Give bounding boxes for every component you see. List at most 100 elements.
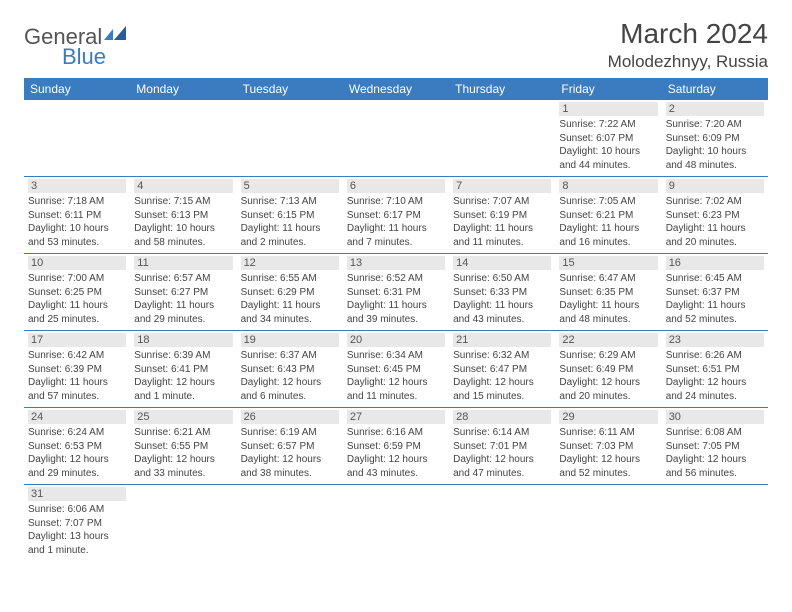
- day-cell: 28 Sunrise: 6:14 AMSunset: 7:01 PMDayligh…: [449, 408, 555, 484]
- day-details: Sunrise: 7:13 AMSunset: 6:15 PMDaylight:…: [241, 195, 339, 249]
- day-details: Sunrise: 7:02 AMSunset: 6:23 PMDaylight:…: [666, 195, 764, 249]
- day-number: 30: [666, 410, 764, 424]
- day-cell: 16 Sunrise: 6:45 AMSunset: 6:37 PMDayligh…: [662, 254, 768, 330]
- day-number: 12: [241, 256, 339, 270]
- day-details: Sunrise: 6:34 AMSunset: 6:45 PMDaylight:…: [347, 349, 445, 403]
- week-row: 10 Sunrise: 7:00 AMSunset: 6:25 PMDayligh…: [24, 254, 768, 331]
- day-details: Sunrise: 7:22 AMSunset: 6:07 PMDaylight:…: [559, 118, 657, 172]
- day-cell: 2Sunrise: 7:20 AMSunset: 6:09 PMDaylight…: [662, 100, 768, 176]
- day-number: 25: [134, 410, 232, 424]
- day-number: 13: [347, 256, 445, 270]
- day-cell: 10 Sunrise: 7:00 AMSunset: 6:25 PMDayligh…: [24, 254, 130, 330]
- day-details: Sunrise: 6:11 AMSunset: 7:03 PMDaylight:…: [559, 426, 657, 480]
- day-details: Sunrise: 6:52 AMSunset: 6:31 PMDaylight:…: [347, 272, 445, 326]
- day-details: Sunrise: 6:55 AMSunset: 6:29 PMDaylight:…: [241, 272, 339, 326]
- day-number: 2: [666, 102, 764, 116]
- day-details: Sunrise: 6:21 AMSunset: 6:55 PMDaylight:…: [134, 426, 232, 480]
- day-number: 10: [28, 256, 126, 270]
- empty-cell: [449, 100, 555, 176]
- day-number: 24: [28, 410, 126, 424]
- day-details: Sunrise: 6:16 AMSunset: 6:59 PMDaylight:…: [347, 426, 445, 480]
- day-number: 29: [559, 410, 657, 424]
- weekday-header: Wednesday: [343, 78, 449, 100]
- day-cell: 11Sunrise: 6:57 AMSunset: 6:27 PMDayligh…: [130, 254, 236, 330]
- day-number: 3: [28, 179, 126, 193]
- day-details: Sunrise: 7:15 AMSunset: 6:13 PMDaylight:…: [134, 195, 232, 249]
- day-number: 16: [666, 256, 764, 270]
- day-number: 26: [241, 410, 339, 424]
- day-number: 31: [28, 487, 126, 501]
- day-cell: 3 Sunrise: 7:18 AMSunset: 6:11 PMDaylight…: [24, 177, 130, 253]
- day-number: 5: [241, 179, 339, 193]
- day-cell: 19Sunrise: 6:37 AMSunset: 6:43 PMDayligh…: [237, 331, 343, 407]
- day-details: Sunrise: 6:19 AMSunset: 6:57 PMDaylight:…: [241, 426, 339, 480]
- week-row: 31 Sunrise: 6:06 AMSunset: 7:07 PMDayligh…: [24, 485, 768, 561]
- day-number: 27: [347, 410, 445, 424]
- day-details: Sunrise: 6:29 AMSunset: 6:49 PMDaylight:…: [559, 349, 657, 403]
- empty-cell: [555, 485, 661, 561]
- day-details: Sunrise: 7:07 AMSunset: 6:19 PMDaylight:…: [453, 195, 551, 249]
- day-details: Sunrise: 6:14 AMSunset: 7:01 PMDaylight:…: [453, 426, 551, 480]
- day-details: Sunrise: 6:50 AMSunset: 6:33 PMDaylight:…: [453, 272, 551, 326]
- location: Molodezhnyy, Russia: [608, 52, 768, 72]
- calendar: SundayMondayTuesdayWednesdayThursdayFrid…: [24, 78, 768, 561]
- weekday-header: Friday: [555, 78, 661, 100]
- day-number: 6: [347, 179, 445, 193]
- weekday-header: Monday: [130, 78, 236, 100]
- day-cell: 23 Sunrise: 6:26 AMSunset: 6:51 PMDayligh…: [662, 331, 768, 407]
- day-number: 28: [453, 410, 551, 424]
- day-details: Sunrise: 7:18 AMSunset: 6:11 PMDaylight:…: [28, 195, 126, 249]
- week-row: 17Sunrise: 6:42 AMSunset: 6:39 PMDayligh…: [24, 331, 768, 408]
- week-row: 3 Sunrise: 7:18 AMSunset: 6:11 PMDaylight…: [24, 177, 768, 254]
- day-cell: 21 Sunrise: 6:32 AMSunset: 6:47 PMDayligh…: [449, 331, 555, 407]
- empty-cell: [237, 100, 343, 176]
- day-number: 15: [559, 256, 657, 270]
- day-cell: 14 Sunrise: 6:50 AMSunset: 6:33 PMDayligh…: [449, 254, 555, 330]
- day-details: Sunrise: 6:24 AMSunset: 6:53 PMDaylight:…: [28, 426, 126, 480]
- day-number: 23: [666, 333, 764, 347]
- day-number: 8: [559, 179, 657, 193]
- empty-cell: [343, 100, 449, 176]
- month-title: March 2024: [608, 18, 768, 50]
- day-number: 21: [453, 333, 551, 347]
- day-details: Sunrise: 6:32 AMSunset: 6:47 PMDaylight:…: [453, 349, 551, 403]
- day-details: Sunrise: 6:37 AMSunset: 6:43 PMDaylight:…: [241, 349, 339, 403]
- weekday-header: Saturday: [662, 78, 768, 100]
- weekday-header-row: SundayMondayTuesdayWednesdayThursdayFrid…: [24, 78, 768, 100]
- header: GeneralBlue March 2024 Molodezhnyy, Russ…: [24, 18, 768, 72]
- day-cell: 9 Sunrise: 7:02 AMSunset: 6:23 PMDaylight…: [662, 177, 768, 253]
- day-cell: 12 Sunrise: 6:55 AMSunset: 6:29 PMDayligh…: [237, 254, 343, 330]
- empty-cell: [24, 100, 130, 176]
- day-number: 14: [453, 256, 551, 270]
- empty-cell: [130, 100, 236, 176]
- week-row: 1 Sunrise: 7:22 AMSunset: 6:07 PMDaylight…: [24, 100, 768, 177]
- logo-flag-icon: [104, 26, 128, 46]
- day-details: Sunrise: 6:08 AMSunset: 7:05 PMDaylight:…: [666, 426, 764, 480]
- empty-cell: [449, 485, 555, 561]
- day-cell: 4Sunrise: 7:15 AMSunset: 6:13 PMDaylight…: [130, 177, 236, 253]
- day-number: 7: [453, 179, 551, 193]
- day-details: Sunrise: 6:39 AMSunset: 6:41 PMDaylight:…: [134, 349, 232, 403]
- day-details: Sunrise: 6:45 AMSunset: 6:37 PMDaylight:…: [666, 272, 764, 326]
- day-cell: 26 Sunrise: 6:19 AMSunset: 6:57 PMDayligh…: [237, 408, 343, 484]
- day-details: Sunrise: 7:00 AMSunset: 6:25 PMDaylight:…: [28, 272, 126, 326]
- day-number: 22: [559, 333, 657, 347]
- day-cell: 8 Sunrise: 7:05 AMSunset: 6:21 PMDaylight…: [555, 177, 661, 253]
- day-number: 11: [134, 256, 232, 270]
- day-details: Sunrise: 6:06 AMSunset: 7:07 PMDaylight:…: [28, 503, 126, 557]
- day-number: 18: [134, 333, 232, 347]
- day-cell: 22 Sunrise: 6:29 AMSunset: 6:49 PMDayligh…: [555, 331, 661, 407]
- day-cell: 5 Sunrise: 7:13 AMSunset: 6:15 PMDaylight…: [237, 177, 343, 253]
- weekday-header: Thursday: [449, 78, 555, 100]
- logo: GeneralBlue: [24, 24, 128, 70]
- day-number: 1: [559, 102, 657, 116]
- day-details: Sunrise: 7:05 AMSunset: 6:21 PMDaylight:…: [559, 195, 657, 249]
- day-cell: 18 Sunrise: 6:39 AMSunset: 6:41 PMDayligh…: [130, 331, 236, 407]
- day-cell: 20Sunrise: 6:34 AMSunset: 6:45 PMDayligh…: [343, 331, 449, 407]
- logo-text-blue: Blue: [62, 44, 128, 70]
- day-number: 17: [28, 333, 126, 347]
- day-details: Sunrise: 6:26 AMSunset: 6:51 PMDaylight:…: [666, 349, 764, 403]
- day-number: 9: [666, 179, 764, 193]
- day-cell: 31 Sunrise: 6:06 AMSunset: 7:07 PMDayligh…: [24, 485, 130, 561]
- day-cell: 27 Sunrise: 6:16 AMSunset: 6:59 PMDayligh…: [343, 408, 449, 484]
